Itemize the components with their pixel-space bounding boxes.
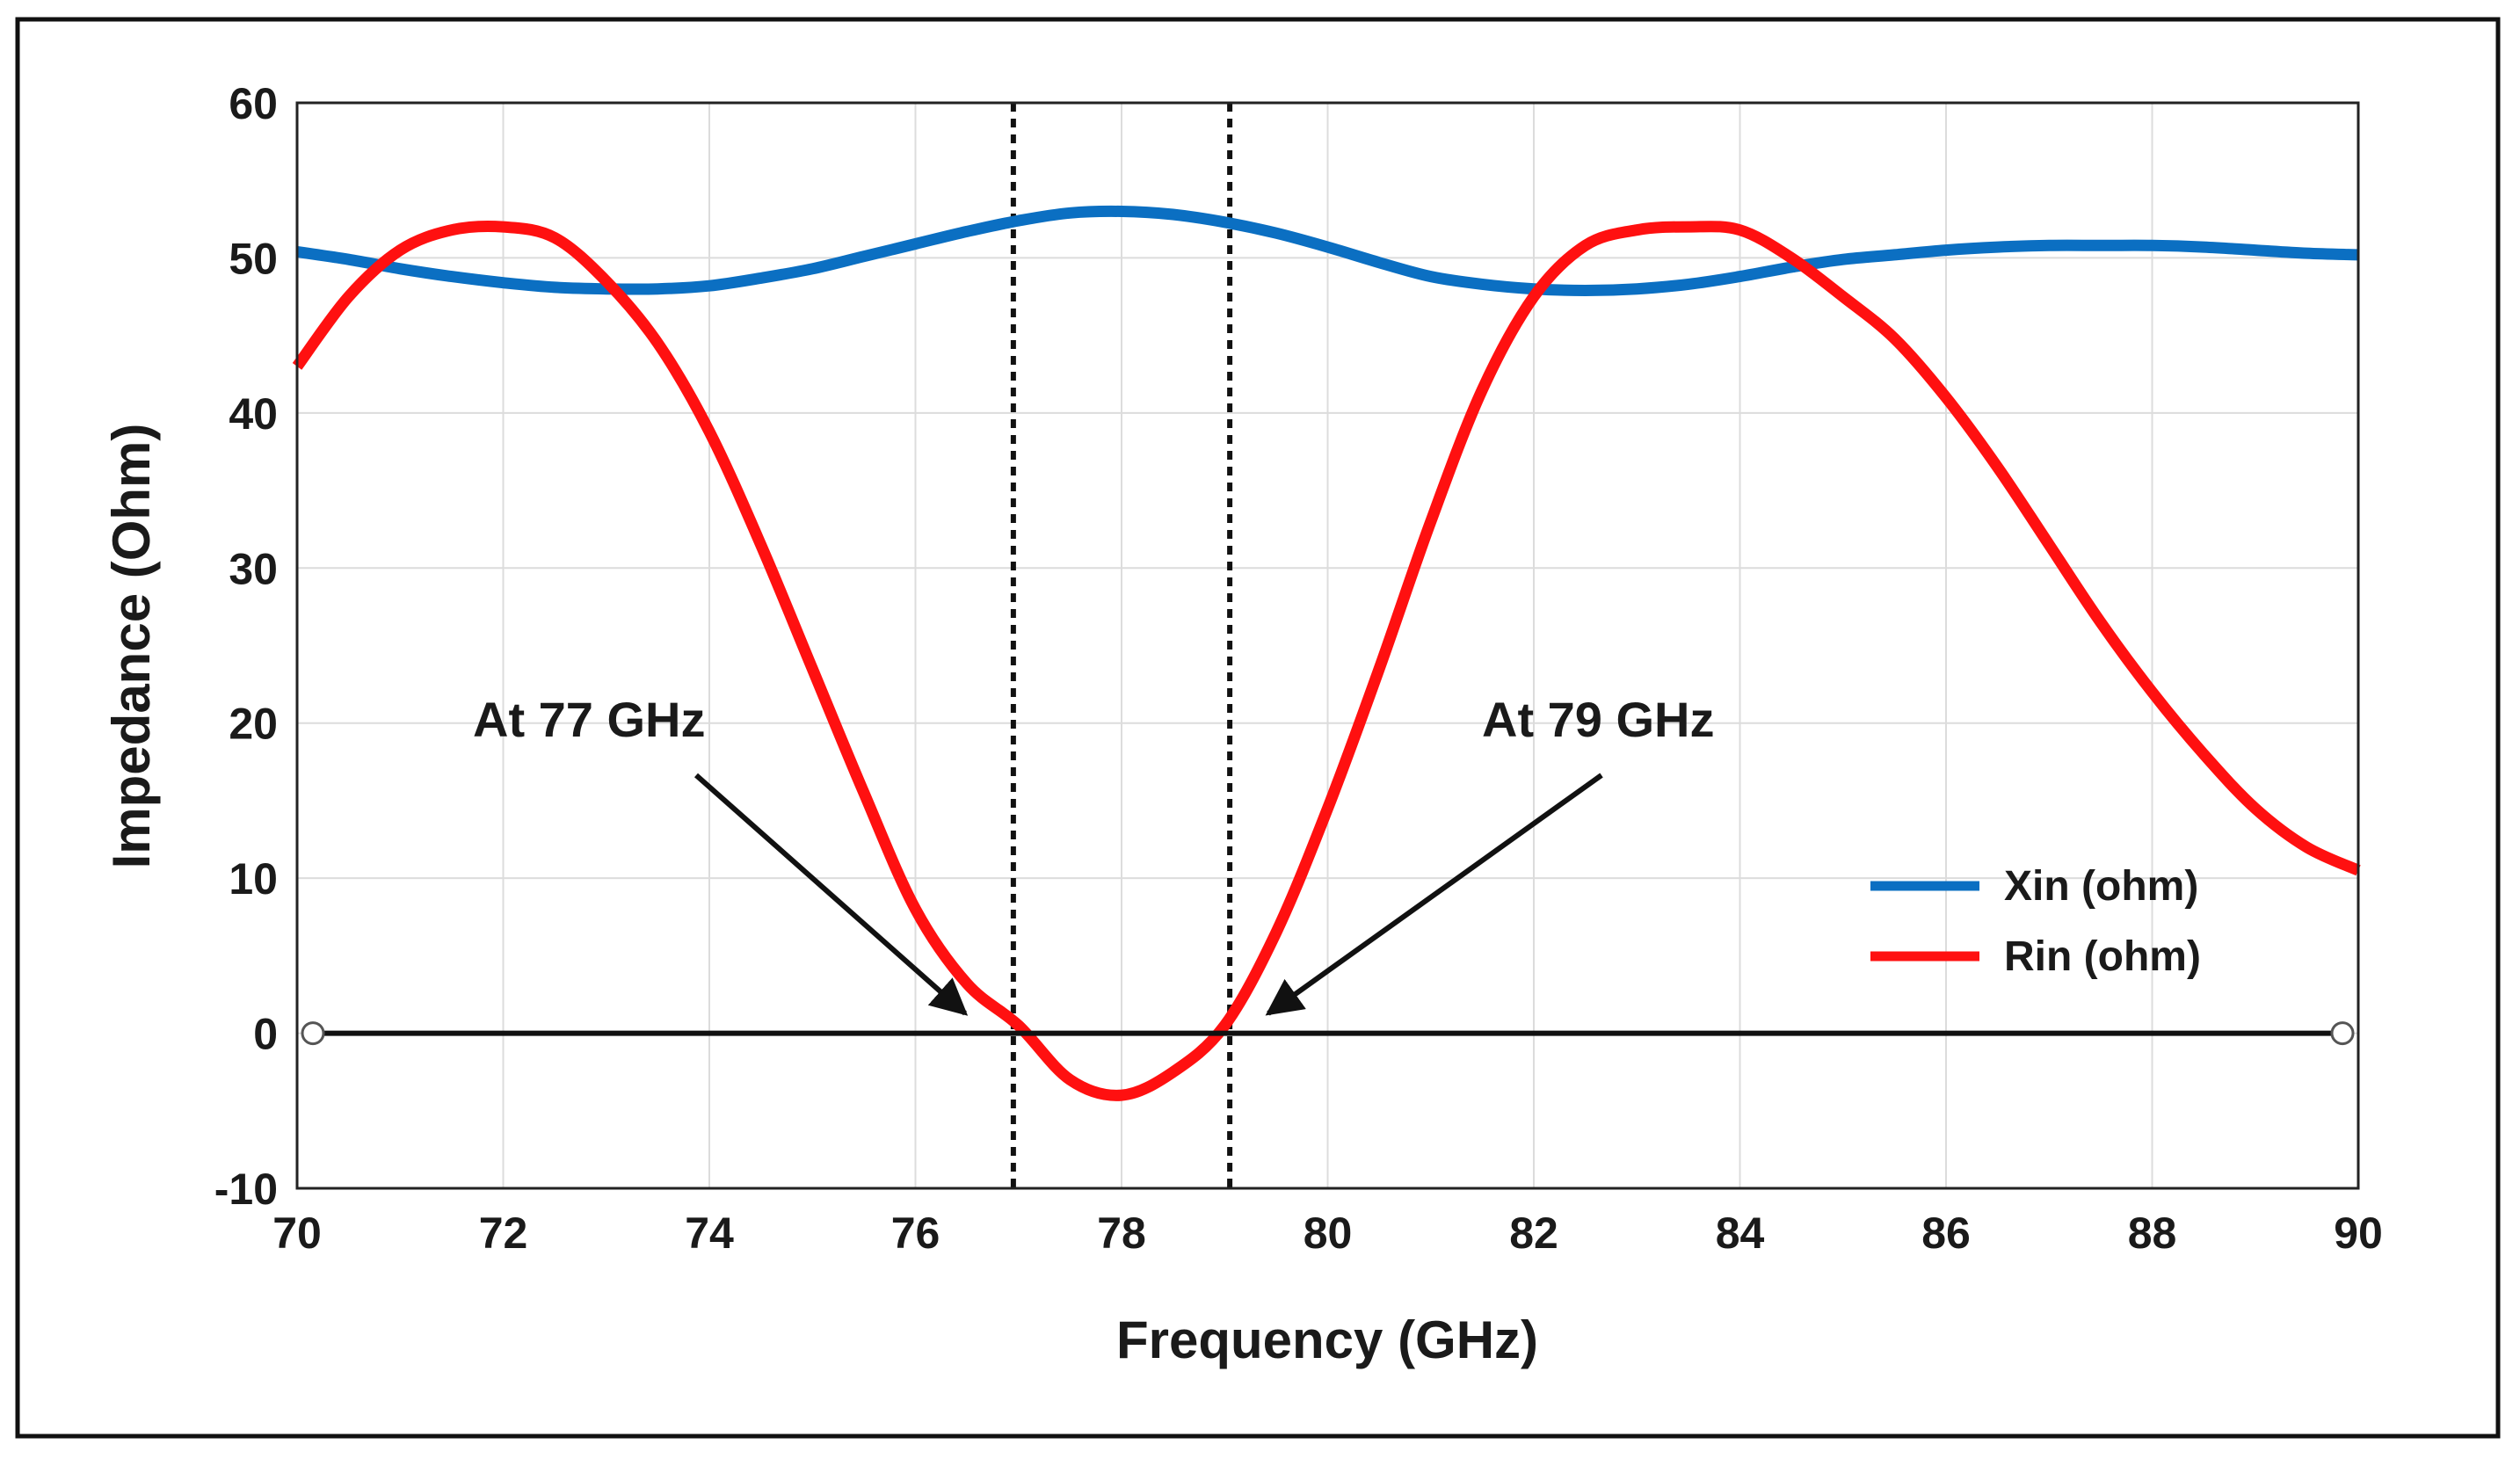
y-tick-label: 30 (229, 544, 278, 593)
x-axis-label: Frequency (GHz) (1116, 1310, 1538, 1369)
legend-label-rin: Rin (ohm) (2004, 933, 2201, 980)
y-tick-label: -10 (214, 1165, 278, 1214)
x-tick-label: 70 (272, 1209, 322, 1258)
annotation-77ghz-arrow (694, 773, 969, 1016)
y-tick-label: 0 (253, 1010, 278, 1059)
y-axis-label: Impedance (Ohm) (102, 424, 161, 869)
x-tick-label: 84 (1716, 1209, 1765, 1258)
x-tick-label: 78 (1097, 1209, 1146, 1258)
x-tick-label: 72 (479, 1209, 528, 1258)
plot-border (295, 101, 2360, 1190)
x-tick-label: 82 (1509, 1209, 1558, 1258)
x-tick-label: 88 (2128, 1209, 2177, 1258)
legend: Xin (ohm) Rin (ohm) (1870, 863, 2201, 980)
y-tick-label: 10 (229, 854, 278, 904)
annotation-79ghz-arrow (1265, 773, 1603, 1016)
series-line-rin (292, 220, 2361, 1101)
x-tick-label: 90 (2334, 1209, 2383, 1258)
y-tick-labels: -10 0 10 20 30 40 50 60 (214, 79, 278, 1214)
x-tick-label: 86 (1921, 1209, 1971, 1258)
y-tick-label: 60 (229, 79, 278, 128)
zero-line-endpoint (2330, 1021, 2355, 1046)
legend-label-xin: Xin (ohm) (2004, 863, 2198, 910)
y-tick-label: 50 (229, 234, 278, 283)
x-tick-labels: 70 72 74 76 78 80 82 84 86 88 90 (272, 1209, 2383, 1258)
series-layer (292, 205, 2361, 1101)
zero-line-endpoint (301, 1021, 325, 1046)
x-tick-label: 74 (685, 1209, 734, 1258)
annotation-77ghz: At 77 GHz (473, 692, 706, 747)
reference-lines (1010, 103, 1233, 1188)
annotation-79ghz: At 79 GHz (1482, 692, 1715, 747)
y-tick-label: 20 (229, 700, 278, 749)
x-tick-label: 76 (891, 1209, 940, 1258)
series-line-xin (296, 205, 2359, 296)
x-tick-label: 80 (1304, 1209, 1353, 1258)
y-tick-label: 40 (229, 389, 278, 439)
